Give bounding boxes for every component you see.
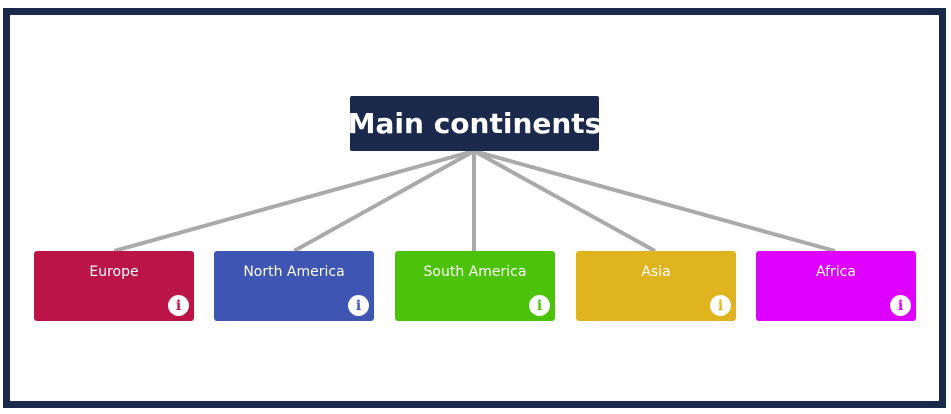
info-icon[interactable]: i bbox=[348, 295, 369, 316]
connector-line-africa bbox=[473, 149, 836, 253]
node-africa[interactable]: Africa i bbox=[756, 251, 916, 321]
root-node-label: Main continents bbox=[347, 107, 602, 140]
connector-line-north-america bbox=[293, 149, 475, 253]
root-node[interactable]: Main continents bbox=[347, 96, 602, 151]
info-icon[interactable]: i bbox=[890, 295, 911, 316]
node-north-america[interactable]: North America i bbox=[214, 251, 374, 321]
node-europe[interactable]: Europe i bbox=[34, 251, 194, 321]
node-asia[interactable]: Asia i bbox=[576, 251, 736, 321]
info-icon[interactable]: i bbox=[168, 295, 189, 316]
connector-line-europe bbox=[113, 149, 475, 253]
node-label: Europe bbox=[89, 264, 139, 280]
node-label: Asia bbox=[641, 264, 671, 280]
connector-line-asia bbox=[473, 149, 656, 253]
info-icon[interactable]: i bbox=[710, 295, 731, 316]
node-label: South America bbox=[423, 264, 527, 280]
node-south-america[interactable]: South America i bbox=[395, 251, 555, 321]
info-icon[interactable]: i bbox=[529, 295, 550, 316]
node-label: Africa bbox=[816, 264, 856, 280]
node-label: North America bbox=[243, 264, 345, 280]
